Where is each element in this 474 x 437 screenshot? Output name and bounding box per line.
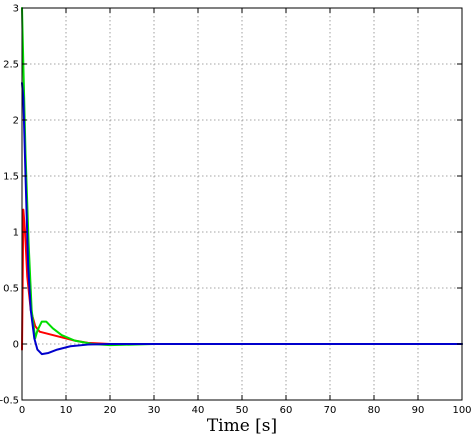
x-tick-label: 0 [19,405,25,416]
grid-lines [22,8,462,400]
y-tick-label: 0.5 [3,284,19,295]
x-axis-label: Time [s] [207,416,277,436]
series-layer [21,7,463,356]
x-tick-label: 80 [368,405,381,416]
axis-ticks: 0 10 20 30 40 50 60 70 80 90 100-0.500.511.522.53 [0,4,472,417]
y-tick-label: 1.5 [3,172,19,183]
x-tick-label: 50 [236,405,249,416]
x-tick-label: 90 [412,405,425,416]
x-tick-label: 100 [452,405,471,416]
x-tick-label: 60 [280,405,293,416]
y-tick-label: -0.5 [0,396,19,407]
y-tick-label: 1 [13,228,19,239]
x-tick-label: 40 [192,405,205,416]
y-tick-label: 2.5 [3,60,19,71]
y-tick-label: 2 [13,116,19,127]
x-tick-label: 70 [324,405,337,416]
y-tick-label: 3 [13,4,19,15]
y-tick-label: 0 [13,340,19,351]
series-line-3 [21,82,463,356]
x-tick-label: 10 [60,405,73,416]
x-tick-label: 20 [104,405,117,416]
x-tick-label: 30 [148,405,161,416]
